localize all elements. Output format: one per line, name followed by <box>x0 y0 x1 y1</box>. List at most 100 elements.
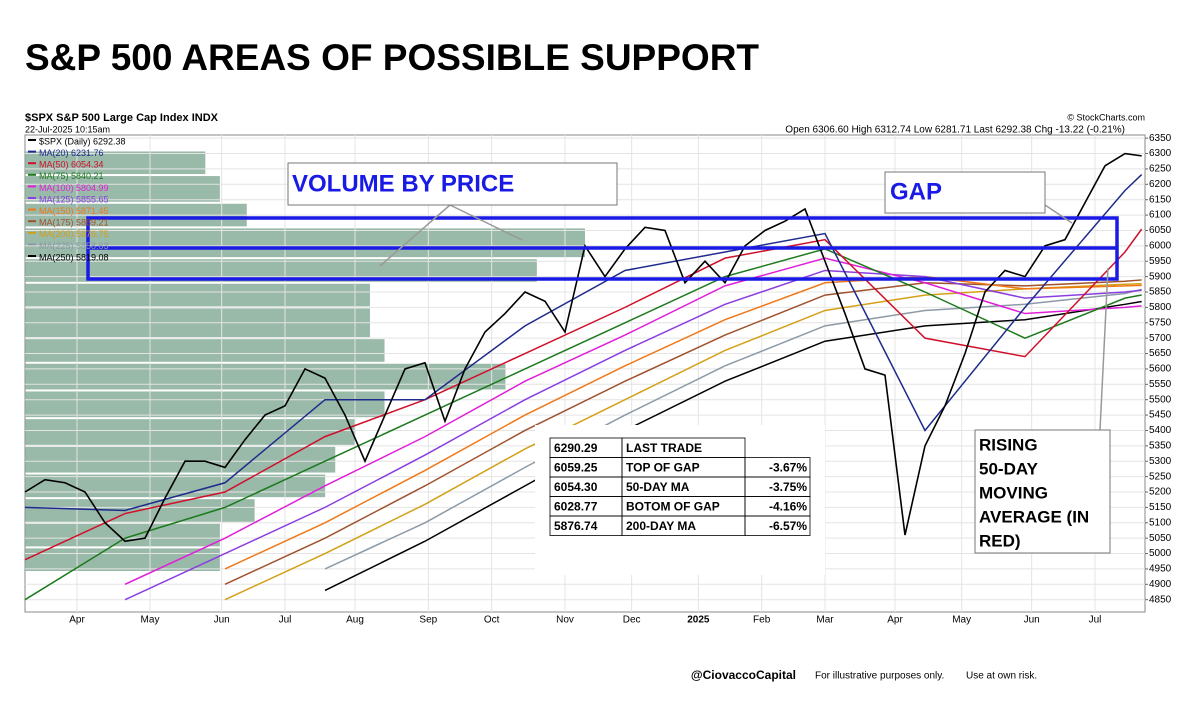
x-tick-label: Feb <box>753 615 771 626</box>
y-tick-label: 4950 <box>1149 564 1172 575</box>
legend-swatch <box>28 243 36 246</box>
y-tick-label: 5200 <box>1149 487 1172 498</box>
table-text: BOTOM OF GAP <box>626 499 720 513</box>
annotation-box <box>974 429 1111 554</box>
overlay-layer: VOLUME BY PRICE GAP RISING 50-DAY MOVING AV… <box>86 162 1119 575</box>
annotation-line: RED) <box>979 531 1021 550</box>
annotation-line: AVERAGE (IN <box>979 507 1089 526</box>
table-text: -4.16% <box>769 499 807 513</box>
x-tick-label: Aug <box>346 615 364 626</box>
pointer <box>1044 204 1073 224</box>
y-tick-label: 5050 <box>1149 533 1172 544</box>
pointer <box>1099 267 1109 431</box>
annotation-box <box>287 162 618 206</box>
y-tick-label: 5350 <box>1149 440 1172 451</box>
legend-entry: MA(125) 5855.65 <box>39 194 109 204</box>
y-tick-label: 6150 <box>1149 194 1172 205</box>
volume-bar <box>25 548 220 571</box>
y-tick-label: 5000 <box>1149 548 1172 559</box>
y-tick-label: 5300 <box>1149 456 1172 467</box>
legend-entry: MA(200) 5876.75 <box>39 229 109 239</box>
volume-bar <box>25 176 220 202</box>
volume-bar <box>25 228 585 258</box>
y-tick-label: 5950 <box>1149 256 1172 267</box>
symbol-line: $SPX S&P 500 Large Cap Index INDX <box>25 112 219 124</box>
volume-bar <box>25 419 356 445</box>
timestamp: 22-Jul-2025 10:15am <box>25 124 110 134</box>
volume-bar <box>25 363 506 390</box>
y-tick-label: 6250 <box>1149 164 1172 175</box>
x-tick-label: Jul <box>279 615 292 626</box>
x-tick-label: Apr <box>69 615 85 626</box>
footer-handle: @CiovaccoCapital <box>691 668 796 682</box>
table-text: 5876.74 <box>554 519 598 533</box>
legend-swatch <box>28 173 36 176</box>
ma-line <box>324 288 1142 570</box>
legend-swatch <box>28 185 36 188</box>
table-text: 6054.30 <box>554 480 598 494</box>
y-tick-label: 6300 <box>1149 148 1172 159</box>
y-tick-label: 5800 <box>1149 302 1172 313</box>
volume-bar <box>25 151 206 175</box>
annotation-line: MOVING <box>979 483 1048 502</box>
ma-line <box>224 279 1142 585</box>
table-text: 6059.25 <box>554 460 598 474</box>
legend-swatch <box>28 220 36 223</box>
legend-entry: MA(150) 5871.45 <box>39 206 109 216</box>
footer-note: Use at own risk. <box>966 671 1037 682</box>
table-text: -3.67% <box>769 460 807 474</box>
annotation-line: RISING <box>979 435 1038 454</box>
y-tick-label: 6100 <box>1149 210 1172 221</box>
table-text: 6290.29 <box>554 441 598 455</box>
annotation-group: RISING 50-DAY MOVING AVERAGE (IN RED) <box>979 435 1089 550</box>
annotation-line: 50-DAY <box>979 459 1039 478</box>
y-tick-label: 5650 <box>1149 348 1172 359</box>
table-text: 6028.77 <box>554 499 598 513</box>
table-text: -6.57% <box>769 519 807 533</box>
legend-entry: MA(50) 6054.34 <box>39 160 104 170</box>
table-bg <box>535 425 825 575</box>
quote-line: Open 6306.60 High 6312.74 Low 6281.71 La… <box>785 125 1125 136</box>
y-tick-label: 5700 <box>1149 333 1172 344</box>
x-tick-label: Mar <box>816 615 834 626</box>
table-text: -3.75% <box>769 480 807 494</box>
y-tick-label: 6200 <box>1149 179 1172 190</box>
legend-entry: MA(225) 5858.63 <box>39 241 109 251</box>
y-tick-label: 6000 <box>1149 240 1172 251</box>
legend-entry: MA(100) 5804.99 <box>39 183 109 193</box>
y-tick-label: 5550 <box>1149 379 1172 390</box>
y-tick-label: 4900 <box>1149 579 1172 590</box>
legend-swatch <box>28 162 36 165</box>
ma-line <box>24 248 1142 601</box>
volume-layer <box>25 151 585 571</box>
table-cell <box>744 515 811 536</box>
legend-entry: $SPX (Daily) 6292.38 <box>39 136 126 146</box>
ma-line <box>24 173 1143 512</box>
lines-layer <box>24 152 1143 601</box>
legend-entry: MA(250) 5819.08 <box>39 252 109 262</box>
legend-swatch <box>28 150 36 153</box>
y-tick-label: 5600 <box>1149 364 1172 375</box>
volume-bar <box>25 391 385 418</box>
legend-swatch <box>28 139 36 141</box>
legend-entry: MA(20) 6231.76 <box>39 148 104 158</box>
table-text: 200-DAY MA <box>626 519 696 533</box>
y-tick-label: 5750 <box>1149 317 1172 328</box>
volume-bar <box>25 339 385 362</box>
legend-entry: MA(175) 5889.21 <box>39 218 109 228</box>
y-tick-label: 4850 <box>1149 594 1172 605</box>
volume-bar <box>25 523 220 547</box>
price-line <box>24 152 1142 543</box>
x-tick-label: Jul <box>1089 615 1102 626</box>
table-text: LAST TRADE <box>626 441 702 455</box>
x-tick-label: Jun <box>1024 615 1040 626</box>
y-tick-label: 6350 <box>1149 133 1172 144</box>
legend-entry: MA(75) 5840.21 <box>39 171 104 181</box>
legend-swatch <box>28 208 36 211</box>
x-tick-label: Oct <box>484 615 500 626</box>
annotation: VOLUME BY PRICE <box>292 170 514 197</box>
y-tick-label: 6050 <box>1149 225 1172 236</box>
y-tick-label: 5500 <box>1149 394 1172 405</box>
